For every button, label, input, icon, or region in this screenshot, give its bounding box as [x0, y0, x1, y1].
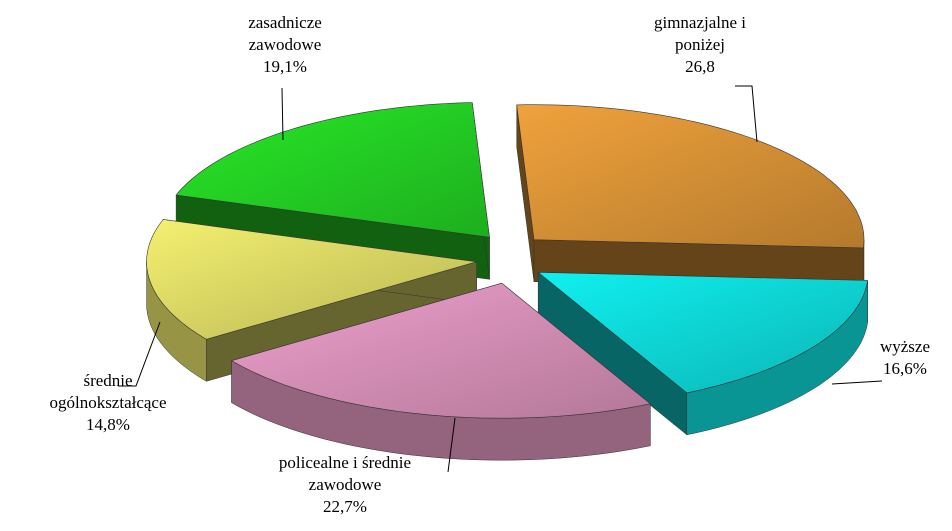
value-label: 19,1%: [263, 57, 307, 76]
slice-label: gimnazjalne i poniżej 26,8: [654, 12, 746, 78]
slice: [146, 219, 477, 340]
slice: [175, 102, 490, 238]
category-label: gimnazjalne i poniżej: [653, 13, 747, 54]
slice-label: policealne i średnie zawodowe 22,7%: [279, 452, 411, 518]
slice-label: średnie ogólnokształcące 14,8%: [49, 370, 166, 436]
value-label: 22,7%: [323, 497, 367, 516]
value-label: 14,8%: [86, 415, 130, 434]
slice: [516, 104, 865, 249]
category-label: zasadnicze zawodowe: [248, 13, 322, 54]
leader-line: [831, 380, 883, 385]
slice-label: wyższe 16,6%: [880, 336, 930, 380]
leader-line: [735, 85, 758, 143]
leader-line: [281, 87, 284, 141]
slice: [537, 271, 868, 394]
leader-line: [118, 321, 161, 387]
category-label: wyższe: [879, 337, 931, 356]
slice: [537, 271, 868, 436]
category-label: średnie ogólnokształcące: [49, 371, 167, 412]
slice: [230, 282, 651, 419]
category-label: policealne i średnie zawodowe: [278, 453, 412, 494]
leader-line: [447, 417, 456, 473]
value-label: 16,6%: [883, 359, 927, 378]
value-label: 26,8: [685, 57, 715, 76]
slice: [516, 104, 865, 291]
slice: [230, 282, 651, 461]
slice-label: zasadnicze zawodowe 19,1%: [248, 12, 322, 78]
